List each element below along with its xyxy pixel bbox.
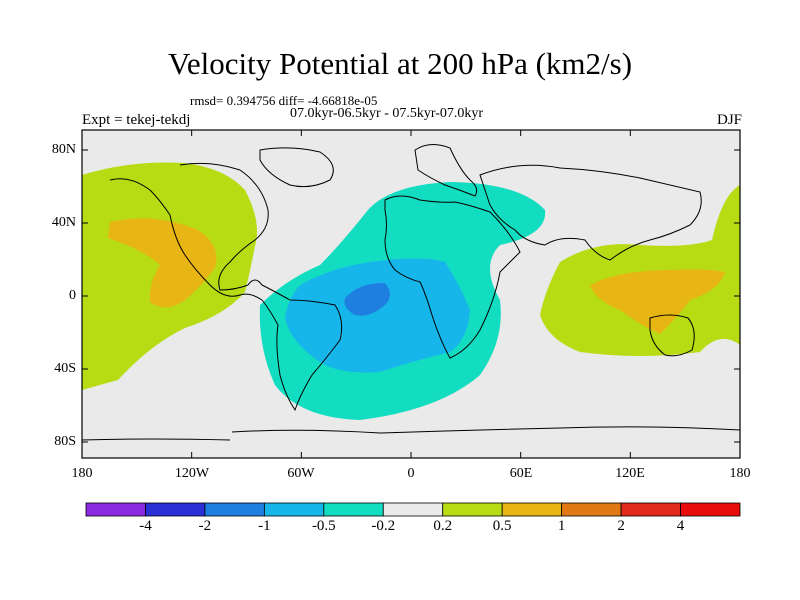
axis-ticks [81,130,741,458]
colorbar-swatch [442,502,503,517]
stats-line: rmsd= 0.394756 diff= -4.66818e-05 [190,93,378,108]
colorbar-swatch [382,502,444,517]
colorbar-label: -2 [198,518,212,534]
colorbar-label: 0.5 [492,518,512,534]
positive-anomaly-west-pacific [540,185,740,356]
ytick-label: 80N [51,142,76,157]
colorbar-swatch [561,502,622,517]
strong-positive-east-pacific [108,218,217,308]
colorbar-label: 1 [557,518,566,534]
colorbar-swatch [145,502,206,517]
colorbar-label: 4 [676,518,685,534]
colorbar-swatch [501,502,563,517]
map-title: Velocity Potential at 200 hPa (km2/s) [167,46,633,81]
colorbar-label: 0.2 [433,518,453,534]
xtick-label: 180 [71,466,93,481]
xtick-label: 180 [729,466,751,481]
colorbar-swatch [85,502,146,517]
moderate-negative-tropical-atlantic [285,258,470,373]
xtick-label: 60E [509,466,533,481]
ytick-label: 80S [54,434,76,449]
xtick-label: 120W [174,466,210,481]
season-label: DJF [716,112,742,128]
ytick-label: 40N [51,215,76,230]
colorbar-swatch [620,502,681,517]
ytick-label: 0 [69,288,76,303]
colorbar-label: -0.5 [311,518,336,534]
colorbar-swatch [323,502,384,517]
xtick-label: 120E [615,466,645,481]
colorbar-label: -1 [258,518,271,534]
period-line: 07.0kyr-06.5kyr - 07.5kyr-07.0kyr [290,106,484,121]
colorbar-label: 2 [617,518,625,534]
coastlines [82,144,740,441]
colorbar-swatch [263,502,325,517]
colorbar-label: -0.2 [371,518,396,534]
strong-positive-maritime-continent [590,269,725,334]
colorbar-swatch [680,502,741,517]
colorbar-label: -4 [139,518,152,534]
colorbar-swatch [204,502,265,517]
xtick-label: 0 [407,466,415,481]
experiment-label: Expt = tekej-tekdj [82,112,191,128]
colorbar [85,502,741,517]
xtick-label: 60W [287,466,315,481]
strong-negative-core [344,282,390,316]
ytick-label: 40S [54,361,76,376]
